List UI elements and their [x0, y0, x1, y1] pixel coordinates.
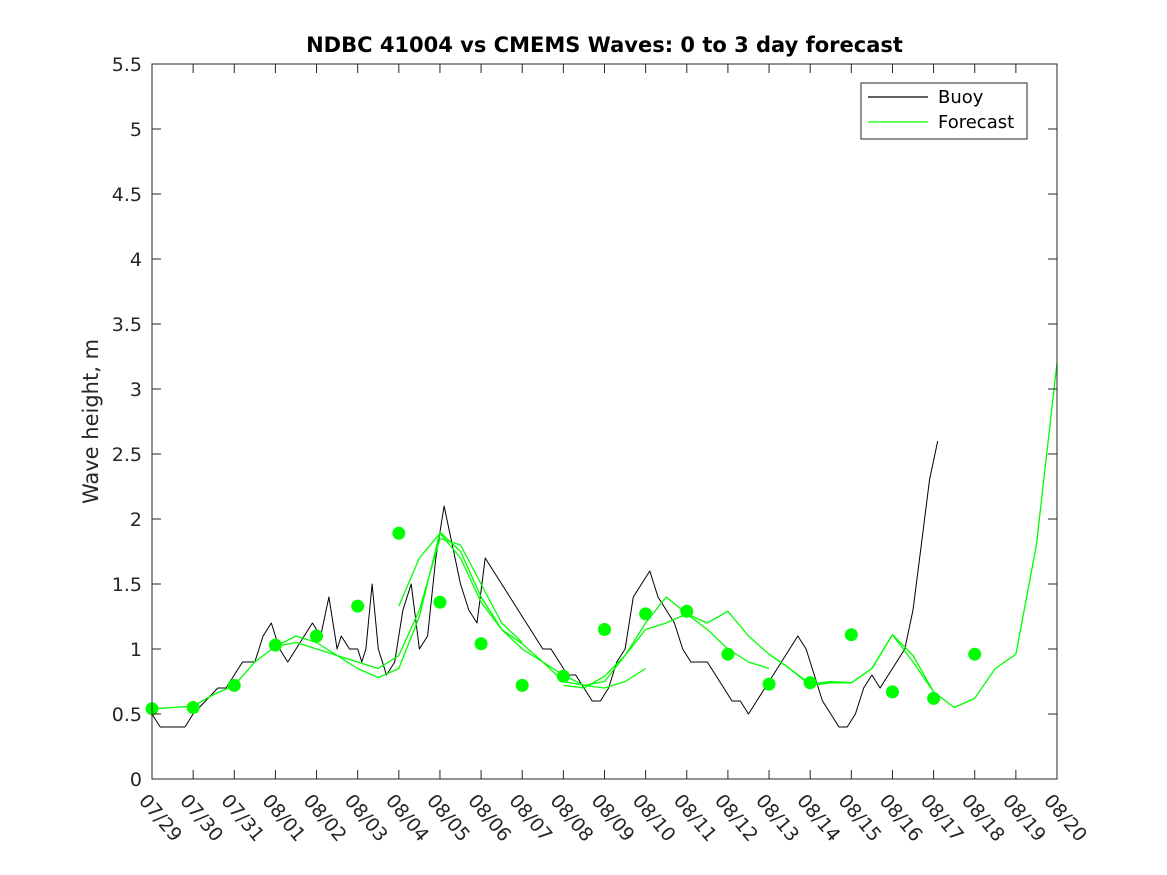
legend-box [860, 82, 1028, 140]
forecast-init-marker [680, 604, 694, 618]
y-axis-label: Wave height, m [79, 339, 103, 504]
x-tick-label: 08/03 [340, 790, 392, 846]
forecast-init-marker [433, 595, 447, 609]
y-tick-label: 0 [130, 769, 142, 791]
forecast-init-marker [186, 701, 200, 714]
axis-ticks: 00.511.522.533.544.555.507/2907/3007/310… [112, 54, 1091, 846]
forecast-init-marker [721, 647, 735, 661]
forecast-init-marker [392, 526, 406, 540]
y-tick-label: 2 [130, 509, 142, 531]
y-tick-label: 5 [130, 119, 142, 141]
y-tick-label: 3.5 [112, 314, 142, 336]
forecast-init-marker [474, 637, 488, 651]
x-tick-label: 08/06 [463, 790, 515, 846]
legend: Buoy Forecast [860, 82, 1028, 140]
forecast-init-marker [268, 638, 282, 652]
forecast-series-line [563, 610, 935, 693]
y-tick-label: 1.5 [112, 574, 142, 596]
x-tick-label: 08/20 [1039, 790, 1091, 846]
forecast-init-marker [803, 676, 817, 690]
plot-area [151, 63, 1058, 780]
x-tick-label: 07/30 [175, 790, 227, 846]
x-tick-label: 08/16 [875, 790, 927, 846]
y-tick-label: 0.5 [112, 704, 142, 726]
forecast-series-line [768, 362, 1058, 709]
forecast-init-marker [227, 678, 241, 692]
forecast-series-line [398, 532, 770, 687]
forecast-init-marker [639, 607, 653, 621]
forecast-init-marker [968, 647, 982, 661]
y-tick-label: 1 [130, 639, 142, 661]
forecast-init-marker [762, 677, 776, 691]
x-tick-label: 08/13 [751, 790, 803, 846]
x-tick-label: 08/09 [587, 790, 639, 846]
marker-layer [145, 526, 982, 716]
forecast-init-marker [927, 691, 941, 705]
x-tick-label: 08/05 [422, 790, 474, 846]
x-tick-label: 07/31 [216, 790, 268, 846]
y-tick-label: 5.5 [112, 54, 142, 76]
legend-buoy-label: Buoy [938, 87, 984, 108]
x-tick-label: 08/02 [299, 790, 351, 846]
forecast-init-marker [844, 628, 858, 642]
forecast-init-marker [310, 629, 324, 643]
x-tick-label: 08/10 [628, 790, 680, 846]
x-tick-label: 08/15 [833, 790, 885, 846]
x-tick-label: 08/01 [258, 790, 310, 846]
y-tick-label: 3 [130, 379, 142, 401]
forecast-init-marker [515, 678, 529, 692]
x-tick-label: 08/17 [916, 790, 968, 846]
x-tick-label: 08/12 [710, 790, 762, 846]
x-tick-label: 08/08 [546, 790, 598, 846]
y-tick-label: 4 [130, 249, 142, 271]
x-tick-label: 08/04 [381, 790, 433, 846]
x-tick-label: 08/14 [792, 790, 844, 846]
series-layer [151, 362, 1058, 728]
x-tick-label: 08/19 [998, 790, 1050, 846]
x-tick-label: 08/18 [957, 790, 1009, 846]
chart-title: NDBC 41004 vs CMEMS Waves: 0 to 3 day fo… [306, 33, 903, 57]
forecast-init-marker [351, 599, 365, 613]
x-tick-label: 08/11 [669, 790, 721, 846]
forecast-init-marker [598, 623, 611, 636]
x-tick-label: 07/29 [134, 790, 186, 846]
x-tick-label: 08/07 [504, 790, 556, 846]
y-tick-label: 4.5 [112, 184, 142, 206]
forecast-init-marker [556, 669, 570, 683]
forecast-init-marker [885, 685, 899, 699]
legend-forecast-label: Forecast [938, 112, 1014, 133]
y-tick-label: 2.5 [112, 444, 142, 466]
